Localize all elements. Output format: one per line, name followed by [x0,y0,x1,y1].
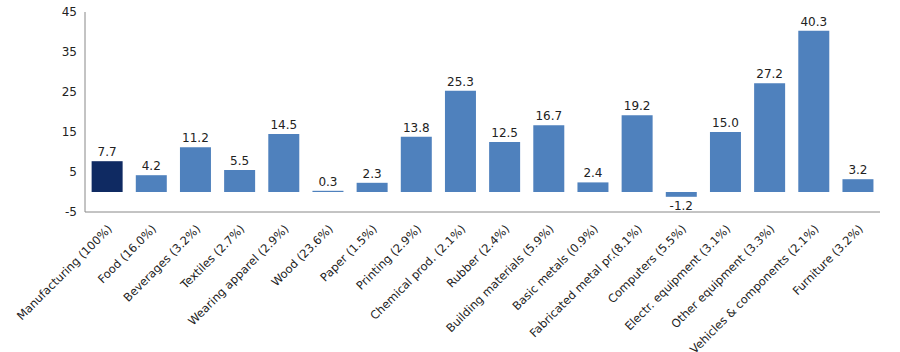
svg-text:40.3: 40.3 [800,15,827,29]
svg-text:15: 15 [62,125,77,139]
svg-text:Building materials (5.9%): Building materials (5.9%) [443,221,557,336]
svg-text:Fabricated metal pr.(8.1%): Fabricated metal pr.(8.1%) [526,221,645,341]
svg-text:11.2: 11.2 [182,131,209,145]
svg-text:16.7: 16.7 [535,109,562,123]
svg-text:Printing (2.9%): Printing (2.9%) [353,221,424,293]
svg-text:25.3: 25.3 [447,75,474,89]
svg-text:27.2: 27.2 [756,67,783,81]
svg-text:35: 35 [62,45,77,59]
svg-text:2.3: 2.3 [363,167,382,181]
svg-text:Other equipment (3.3%): Other equipment (3.3%) [668,221,778,331]
svg-text:5.5: 5.5 [230,154,249,168]
svg-text:Rubber (2.4%): Rubber (2.4%) [443,221,513,291]
svg-text:14.5: 14.5 [270,118,297,132]
svg-text:0.3: 0.3 [318,175,337,189]
svg-text:Chemical prod. (2.1%): Chemical prod. (2.1%) [367,221,469,323]
svg-text:2.4: 2.4 [583,166,602,180]
svg-text:7.7: 7.7 [98,145,117,159]
svg-text:Beverages (3.2%): Beverages (3.2%) [121,222,204,305]
svg-text:Wood (23.6%): Wood (23.6%) [268,221,336,290]
svg-text:Computers (5.5%): Computers (5.5%) [605,222,689,306]
svg-text:Textiles (2.7%): Textiles (2.7%) [177,221,248,292]
svg-text:Electr. equipment (3.1%): Electr. equipment (3.1%) [621,221,734,334]
svg-text:-5: -5 [65,205,77,219]
svg-text:Food (16.0%): Food (16.0%) [94,221,159,286]
svg-text:4.2: 4.2 [142,159,161,173]
svg-text:5: 5 [69,165,77,179]
svg-text:Wearing apparel (2.9%): Wearing apparel (2.9%) [185,221,292,329]
svg-text:Manufacturing (100%): Manufacturing (100%) [13,221,115,323]
svg-text:13.8: 13.8 [403,121,430,135]
svg-text:19.2: 19.2 [624,99,651,113]
svg-text:Basic metals (0.9%): Basic metals (0.9%) [510,222,601,313]
svg-text:Paper (1.5%): Paper (1.5%) [317,221,380,285]
svg-text:15.0: 15.0 [712,116,739,130]
svg-text:-1.2: -1.2 [670,199,693,213]
svg-text:Furniture (3.2%): Furniture (3.2%) [790,222,866,298]
svg-text:12.5: 12.5 [491,126,518,140]
svg-text:45: 45 [62,5,77,19]
svg-text:25: 25 [62,85,77,99]
svg-text:3.2: 3.2 [848,163,867,177]
